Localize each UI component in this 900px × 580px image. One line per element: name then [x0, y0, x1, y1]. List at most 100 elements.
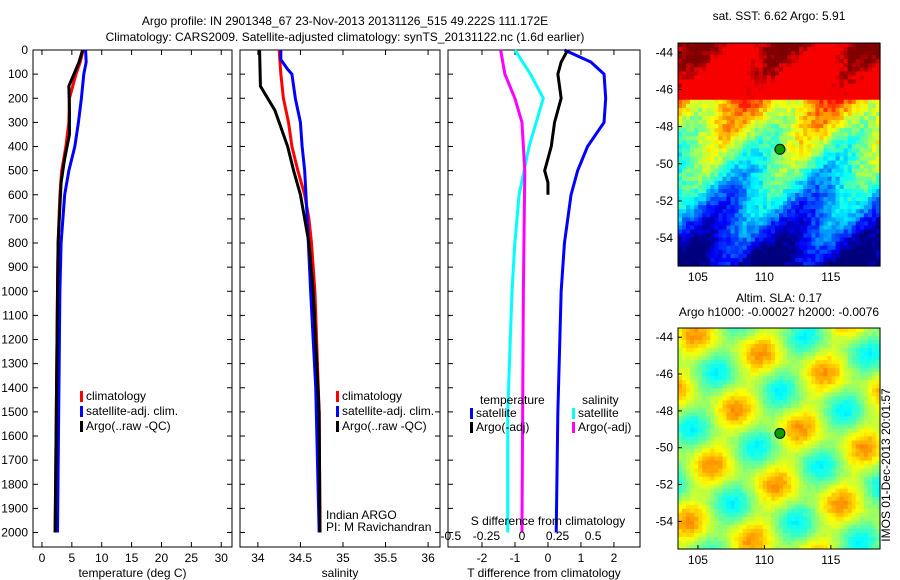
map-cell [791, 188, 796, 194]
map-cell [863, 336, 869, 341]
map-cell [678, 160, 683, 166]
map-cell [710, 160, 715, 166]
map-cell [823, 400, 829, 405]
map-cell [686, 249, 691, 255]
map-cell [819, 124, 825, 129]
map-cell [706, 111, 711, 117]
map-cell [851, 233, 857, 239]
map-cell [698, 55, 703, 60]
map-cell [867, 257, 873, 263]
map-cell [722, 388, 728, 393]
map-cell [799, 168, 804, 174]
map-cell [758, 408, 764, 413]
map-cell [799, 180, 804, 186]
map-cell [766, 233, 772, 239]
map-cell [855, 59, 861, 64]
map-cell [819, 472, 825, 478]
map-cell [827, 340, 833, 345]
map-cell [770, 257, 776, 263]
map-cell [855, 400, 861, 405]
map-cell [875, 152, 881, 158]
map-cell [831, 384, 837, 389]
map-cell [875, 448, 881, 454]
map-cell [694, 184, 699, 190]
map-cell [774, 188, 780, 194]
map-cell [766, 432, 772, 438]
map-cell [758, 124, 764, 129]
map-cell [754, 249, 760, 255]
map-cell [875, 436, 881, 442]
map-cell [686, 43, 691, 48]
map-cell [811, 193, 816, 198]
map-cell [839, 352, 845, 357]
map-cell [875, 476, 881, 482]
map-cell [787, 408, 792, 413]
map-cell [690, 152, 695, 158]
map-cell [774, 71, 780, 77]
map-cell [847, 452, 853, 458]
map-cell [686, 356, 691, 361]
map-cell [795, 440, 800, 446]
map-cell [742, 213, 748, 218]
map-cell [706, 233, 711, 239]
map-cell [718, 444, 724, 450]
map-cell [795, 436, 800, 442]
map-cell [710, 400, 715, 405]
map-cell [827, 380, 833, 385]
map-cell [875, 132, 881, 137]
map-cell [750, 241, 756, 247]
map-cell [835, 476, 841, 482]
map-cell [819, 408, 825, 413]
map-cell [706, 140, 711, 145]
map-cell [762, 205, 768, 210]
map-cell [827, 253, 833, 259]
map-cell [871, 172, 877, 178]
map-cell [758, 400, 764, 405]
map-cell [815, 205, 820, 210]
map-cell [871, 237, 877, 243]
map-cell [690, 368, 695, 373]
map-cell [714, 484, 719, 490]
map-cell [827, 103, 833, 109]
map-cell [678, 213, 683, 218]
map-cell [779, 55, 784, 60]
map-cell [714, 217, 719, 222]
map-cell [694, 233, 699, 239]
map-cell [843, 237, 849, 243]
map-cell [682, 432, 687, 438]
map-cell [855, 184, 861, 190]
legend-label: satellite-adj. clim. [342, 404, 434, 418]
map-cell [843, 152, 849, 158]
map-cell [779, 197, 784, 202]
map-cell [682, 111, 687, 117]
map-cell [686, 124, 691, 129]
map-cell [718, 448, 724, 454]
map-cell [678, 388, 683, 393]
map-cell [678, 103, 683, 109]
map-cell [710, 201, 715, 206]
map-cell [807, 197, 812, 202]
map-cell [807, 172, 812, 178]
map-cell [702, 420, 707, 426]
x-tick-label: 1 [578, 551, 585, 565]
map-cell [839, 107, 845, 113]
map-cell [815, 261, 820, 267]
map-cell [787, 261, 792, 267]
map-cell [839, 221, 845, 227]
map-cell [742, 103, 748, 109]
map-cell [851, 424, 857, 430]
map-cell [791, 400, 796, 405]
map-cell [855, 472, 861, 478]
map-cell [827, 257, 833, 263]
map-cell [734, 472, 740, 478]
map-cell [706, 197, 711, 202]
map-cell [827, 59, 833, 64]
map-cell [871, 184, 877, 190]
map-cell [746, 193, 752, 198]
map-cell [770, 340, 776, 345]
map-cell [807, 368, 812, 373]
map-cell [839, 140, 845, 145]
map-cell [851, 368, 857, 373]
map-cell [738, 452, 744, 458]
map-cell [730, 360, 736, 365]
